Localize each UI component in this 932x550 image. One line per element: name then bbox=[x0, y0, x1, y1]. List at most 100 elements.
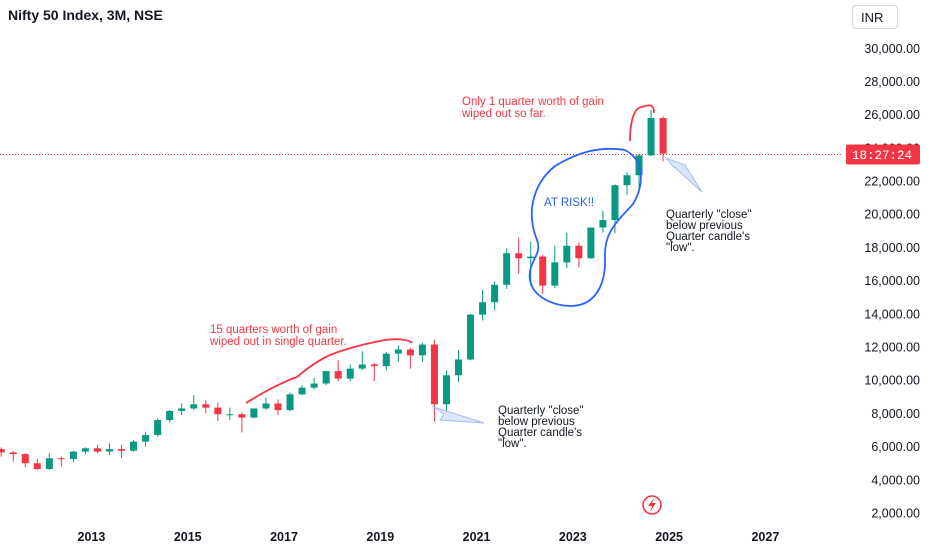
candle bbox=[503, 248, 511, 289]
candle-body bbox=[346, 368, 354, 379]
candle bbox=[130, 439, 138, 452]
candle-body bbox=[527, 256, 535, 259]
candle bbox=[57, 456, 65, 467]
candle-body bbox=[503, 253, 511, 285]
y-tick-label: 28,000.00 bbox=[864, 75, 920, 89]
candle bbox=[0, 447, 5, 457]
candle-body bbox=[57, 458, 65, 460]
candle-body bbox=[286, 394, 294, 411]
candle bbox=[298, 385, 306, 396]
candle-body bbox=[310, 383, 318, 388]
candle bbox=[274, 399, 282, 416]
top-annotation-text: wiped out so far. bbox=[461, 108, 546, 120]
candle bbox=[418, 342, 426, 362]
candle bbox=[491, 281, 499, 311]
candle bbox=[69, 450, 77, 463]
bottom-annotation-text: Quarter candle's bbox=[498, 427, 582, 439]
candle-body bbox=[0, 449, 5, 453]
candle bbox=[214, 402, 222, 421]
candle bbox=[599, 210, 607, 233]
candle-body bbox=[430, 344, 438, 405]
candle bbox=[382, 352, 390, 371]
candle-body bbox=[551, 262, 559, 286]
candle-body bbox=[455, 359, 463, 376]
right-annotation-text: Quarter candle's bbox=[666, 231, 750, 243]
candle-body bbox=[130, 441, 138, 451]
y-tick-label: 20,000.00 bbox=[864, 208, 920, 222]
candle-body bbox=[394, 349, 402, 354]
right-arrow-icon bbox=[664, 156, 703, 193]
x-tick-label: 2013 bbox=[78, 530, 106, 544]
candle-body bbox=[214, 407, 222, 415]
candle bbox=[106, 443, 114, 455]
candle-body bbox=[382, 353, 390, 367]
candle-body bbox=[21, 454, 29, 464]
candle-body bbox=[298, 387, 306, 395]
candle-body bbox=[202, 404, 210, 408]
mid-annotation-text: wiped out in single quarter. bbox=[209, 336, 347, 348]
candle bbox=[659, 116, 667, 162]
candle-body bbox=[491, 284, 499, 303]
y-tick-label: 30,000.00 bbox=[864, 42, 920, 56]
candle bbox=[406, 347, 414, 369]
candle bbox=[334, 360, 342, 382]
candle-body bbox=[142, 435, 150, 442]
candle bbox=[262, 397, 270, 411]
y-tick-label: 6,000.00 bbox=[871, 440, 920, 454]
y-tick-label: 22,000.00 bbox=[864, 175, 920, 189]
candle bbox=[394, 345, 402, 362]
candle bbox=[455, 350, 463, 382]
candle-body bbox=[334, 371, 342, 379]
candle bbox=[322, 371, 330, 386]
candle bbox=[286, 392, 294, 411]
candle-body bbox=[93, 448, 101, 452]
candle bbox=[178, 403, 186, 416]
candle-body bbox=[370, 364, 378, 367]
candle-body bbox=[467, 314, 475, 360]
x-tick-label: 2021 bbox=[463, 530, 491, 544]
candle-body bbox=[274, 403, 282, 411]
candle bbox=[515, 237, 523, 274]
candle-body bbox=[515, 253, 523, 259]
candle-body bbox=[418, 344, 426, 356]
candle bbox=[21, 453, 29, 468]
right-annotation-text: "low". bbox=[666, 242, 695, 254]
candle-body bbox=[647, 117, 655, 156]
x-tick-label: 2017 bbox=[270, 530, 298, 544]
at-risk-text: AT RISK!! bbox=[544, 197, 594, 209]
candle bbox=[442, 370, 450, 415]
candle bbox=[250, 408, 258, 419]
candle-body bbox=[611, 185, 619, 221]
lightning-event-icon bbox=[642, 495, 662, 515]
candle bbox=[118, 444, 126, 459]
chart-title: Nifty 50 Index, 3M, NSE bbox=[8, 7, 163, 23]
y-tick-label: 8,000.00 bbox=[871, 407, 920, 421]
y-tick-label: 12,000.00 bbox=[864, 341, 920, 355]
candle-body bbox=[599, 220, 607, 228]
candle-body bbox=[575, 245, 583, 259]
candle-body bbox=[563, 245, 571, 263]
y-tick-label: 14,000.00 bbox=[864, 307, 920, 321]
price-label-box bbox=[846, 144, 920, 165]
candle-body bbox=[659, 117, 667, 154]
candle-body bbox=[33, 463, 41, 470]
candle bbox=[527, 241, 535, 286]
candle-body bbox=[238, 414, 246, 418]
candle bbox=[238, 412, 246, 433]
bottom-arrow-icon bbox=[431, 405, 485, 424]
candle bbox=[539, 254, 547, 294]
candle bbox=[551, 245, 559, 289]
candle bbox=[358, 351, 366, 371]
candle-body bbox=[262, 403, 270, 409]
candle bbox=[190, 395, 198, 411]
currency-selector[interactable]: INR bbox=[852, 5, 898, 29]
candle bbox=[9, 450, 17, 462]
x-tick-label: 2023 bbox=[559, 530, 587, 544]
candle-body bbox=[358, 364, 366, 369]
candle bbox=[370, 362, 378, 382]
candle bbox=[467, 313, 475, 361]
candle bbox=[587, 227, 595, 260]
y-tick-label: 10,000.00 bbox=[864, 374, 920, 388]
candle bbox=[226, 407, 234, 421]
